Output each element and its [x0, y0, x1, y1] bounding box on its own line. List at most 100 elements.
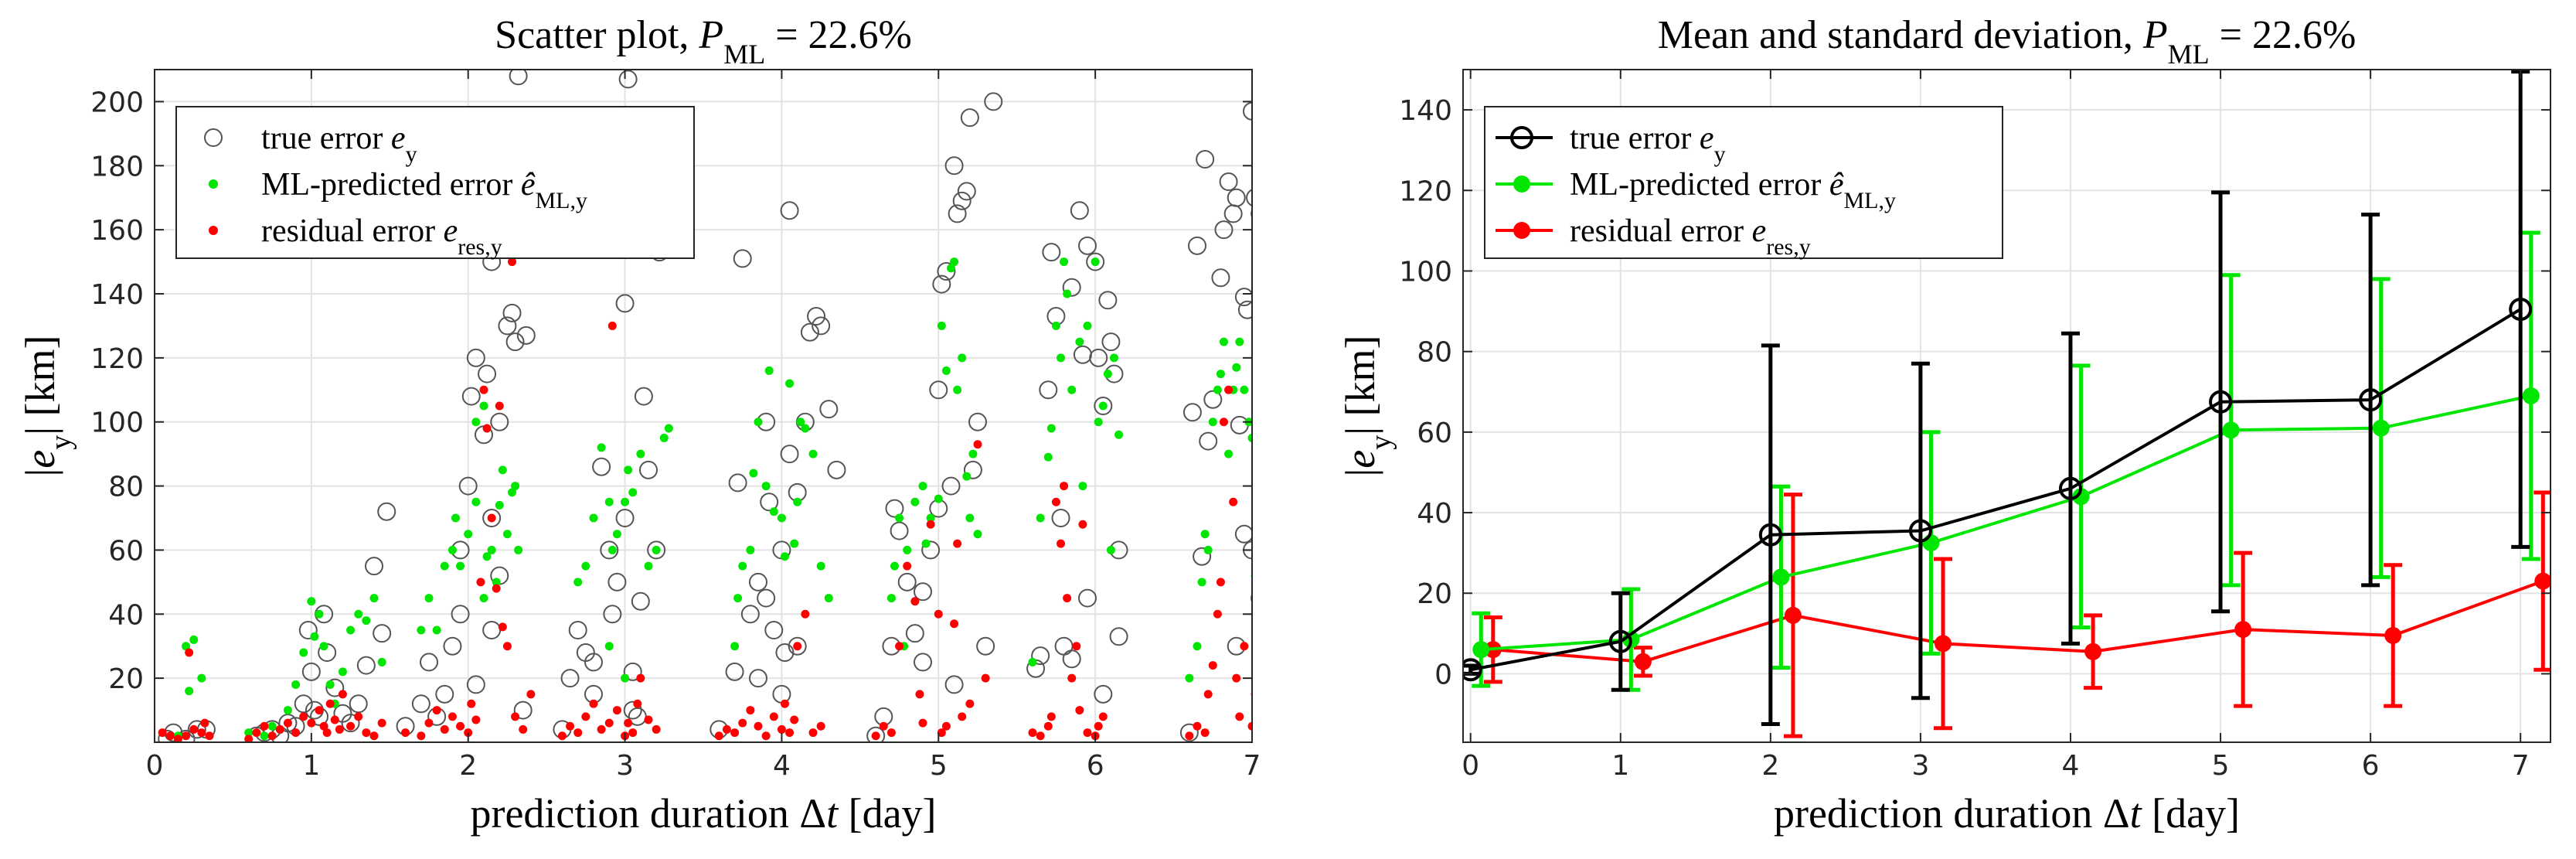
scatter-point-true	[443, 636, 462, 656]
scatter-point-residual	[252, 728, 261, 738]
scatter-point-residual	[492, 584, 501, 593]
scatter-point-residual	[165, 731, 175, 741]
scatter-point-residual	[479, 385, 488, 394]
scatter-point-residual	[369, 731, 379, 741]
grid-lines	[154, 70, 1253, 742]
scatter-point-true	[1211, 268, 1230, 288]
scatter-point-ml	[1091, 257, 1100, 267]
scatter-point-true	[937, 262, 956, 281]
scatter-point-ml	[291, 680, 301, 689]
series-1	[173, 257, 1252, 741]
scatter-point-residual	[471, 715, 481, 724]
scatter-point-true	[725, 662, 744, 681]
scatter-point-ml	[189, 635, 199, 644]
mean-marker	[2234, 621, 2252, 639]
scatter-point-ml	[903, 545, 912, 554]
scatter-point-true	[377, 502, 396, 521]
scatter-point-true	[1179, 723, 1199, 742]
scatter-point-residual	[937, 728, 946, 738]
scatter-point-residual	[346, 721, 356, 731]
scatter-point-residual	[1036, 731, 1045, 741]
scatter-point-ml	[801, 424, 810, 433]
scatter-point-residual	[508, 257, 517, 267]
legend-marker	[204, 128, 223, 147]
title-text: Mean and standard deviation,	[1658, 13, 2143, 57]
axes-box	[1462, 69, 2551, 743]
scatter-point-true	[466, 675, 485, 694]
x-tick-label: 2	[459, 750, 477, 782]
legend-marker	[209, 179, 218, 189]
scatter-point-ml	[1051, 321, 1060, 330]
scatter-point-residual	[1051, 497, 1060, 506]
scatter-point-residual	[197, 728, 206, 738]
scatter-point-ml	[514, 545, 523, 554]
scatter-point-true	[560, 669, 580, 688]
y-label-bar: |	[17, 469, 63, 477]
scatter-point-ml	[502, 530, 512, 539]
scatter-point-ml	[498, 465, 507, 475]
scatter-point-true	[1051, 509, 1070, 527]
scatter-point-residual	[793, 642, 802, 651]
scatter-point-residual	[283, 718, 292, 728]
y-tick-label: 120	[1399, 176, 1452, 207]
scatter-point-true	[1078, 236, 1097, 255]
scatter-point-residual	[432, 706, 441, 715]
scatter-point-ml	[953, 385, 962, 394]
scatter-point-ml	[790, 539, 799, 548]
scatter-point-ml	[1185, 673, 1194, 683]
scatter-point-residual	[487, 513, 496, 523]
scatter-point-residual	[738, 718, 747, 728]
scatter-point-true	[647, 540, 666, 560]
scatter-point-residual	[769, 712, 778, 721]
scatter-point-true	[807, 307, 826, 326]
mean-marker	[2084, 643, 2102, 660]
legend-label: true error ey	[1570, 121, 1726, 167]
scatter-point-ml	[636, 449, 645, 458]
scatter-point-residual	[581, 712, 590, 721]
scatter-point-ml	[482, 552, 492, 561]
legend-label-text: ML-predicted error	[1570, 167, 1829, 203]
y-tick-label: 40	[108, 599, 144, 631]
scatter-point-residual	[1247, 721, 1252, 731]
scatter-point-true	[341, 714, 360, 733]
scatter-point-true	[301, 662, 321, 681]
scatter-point-true	[1089, 348, 1108, 367]
legend-label: residual error eres,y	[261, 213, 502, 260]
scatter-point-ml	[185, 687, 194, 696]
scatter-point-true	[1094, 397, 1113, 415]
scatter-point-true	[461, 387, 481, 406]
scatter-point-residual	[182, 731, 191, 741]
mean-marker	[2372, 419, 2390, 437]
x-tick-label: 6	[1087, 750, 1104, 782]
x-tick-label: 5	[930, 750, 948, 782]
scatter-point-ml	[1197, 578, 1206, 587]
scatter-point-residual	[777, 724, 786, 734]
mean-marker	[2359, 388, 2383, 412]
series-2	[1483, 490, 2550, 738]
scatter-point-residual	[589, 699, 598, 708]
scatter-point-residual	[322, 728, 332, 738]
y-tick-label: 0	[1434, 659, 1452, 690]
scatter-point-residual	[319, 721, 328, 731]
scatter-point-true	[592, 457, 611, 476]
y-label-var: e	[1337, 450, 1383, 469]
scatter-point-ml	[479, 594, 488, 603]
scatter-point-ml	[508, 488, 517, 497]
legend-label-math: e	[444, 213, 458, 249]
x-tick-label: 0	[146, 750, 164, 782]
scatter-point-ml	[424, 594, 434, 603]
scatter-point-residual	[754, 721, 763, 731]
x-tick-label: 3	[616, 750, 634, 782]
scatter-point-true	[749, 572, 767, 591]
scatter-point-ml	[1028, 657, 1037, 666]
scatter-point-residual	[808, 728, 818, 738]
scatter-point-residual	[566, 721, 575, 731]
scatter-point-ml	[1083, 321, 1092, 330]
scatter-point-ml	[307, 597, 316, 606]
scatter-point-residual	[934, 609, 943, 619]
scatter-point-ml	[769, 507, 778, 516]
x-tick-label: 0	[1462, 750, 1479, 782]
scatter-point-true	[941, 476, 961, 496]
x-label-var: t	[826, 790, 839, 837]
